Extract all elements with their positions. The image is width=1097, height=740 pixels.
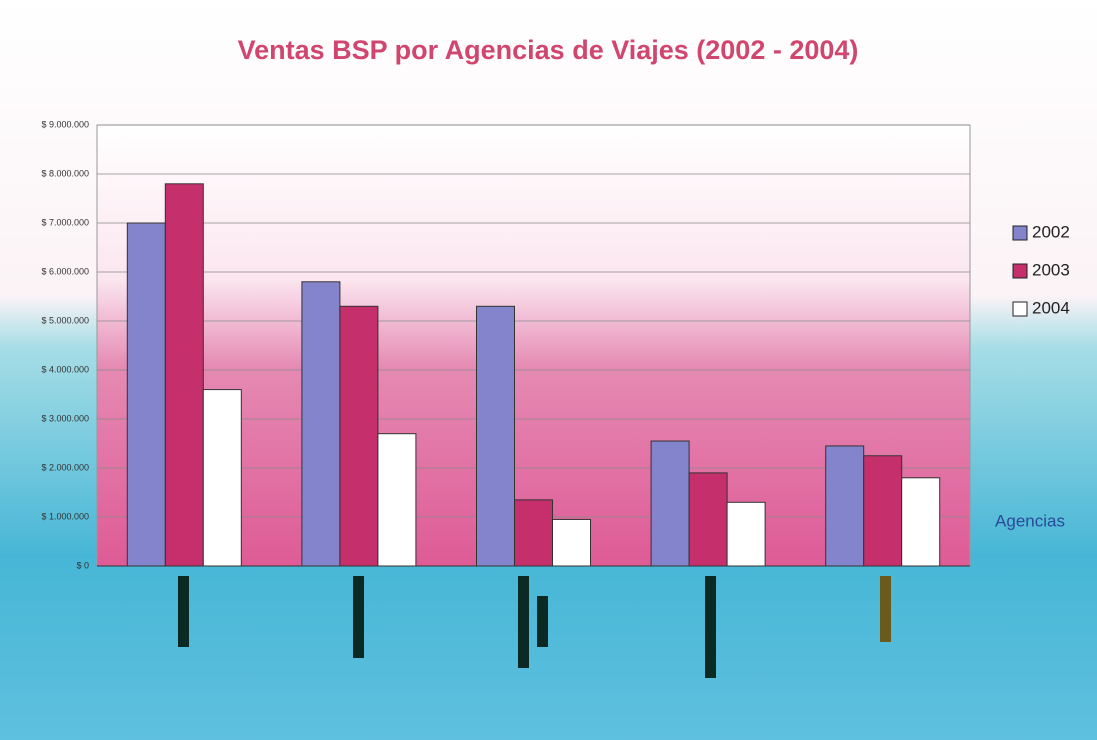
y-tick-label: $ 3.000.000	[41, 413, 89, 423]
legend-swatch	[1012, 301, 1028, 317]
redacted-labels	[178, 576, 891, 678]
x-axis-label: Agencias	[995, 511, 1065, 530]
y-tick-label: $ 8.000.000	[41, 168, 89, 178]
bar	[164, 183, 204, 567]
y-tick-label: $ 4.000.000	[41, 364, 89, 374]
legend-label: 2002	[1032, 222, 1070, 241]
y-tick-label: $ 6.000.000	[41, 266, 89, 276]
bar	[863, 455, 903, 567]
y-tick-label: $ 9.000.000	[41, 119, 89, 129]
y-tick-label: $ 2.000.000	[41, 462, 89, 472]
bar	[552, 518, 591, 567]
bar	[825, 445, 865, 567]
bar	[688, 472, 728, 567]
y-tick-label: $ 7.000.000	[41, 217, 89, 227]
legend-swatch	[1012, 263, 1028, 279]
y-tick-label: $ 0	[76, 560, 89, 570]
bar	[377, 433, 417, 567]
bar	[901, 477, 941, 567]
plot-area	[96, 124, 971, 567]
bar	[476, 305, 515, 567]
bar	[126, 222, 166, 567]
legend-label: 2003	[1032, 260, 1070, 279]
bar	[650, 440, 690, 567]
legend-label: 2004	[1032, 298, 1070, 317]
bar	[726, 501, 766, 567]
bar	[339, 305, 379, 567]
bar	[514, 499, 553, 567]
bar	[301, 281, 341, 567]
legend-swatch	[1012, 225, 1028, 241]
y-tick-label: $ 1.000.000	[41, 511, 89, 521]
chart-title: Ventas BSP por Agencias de Viajes (2002 …	[238, 35, 859, 65]
bar	[202, 389, 242, 567]
y-tick-label: $ 5.000.000	[41, 315, 89, 325]
